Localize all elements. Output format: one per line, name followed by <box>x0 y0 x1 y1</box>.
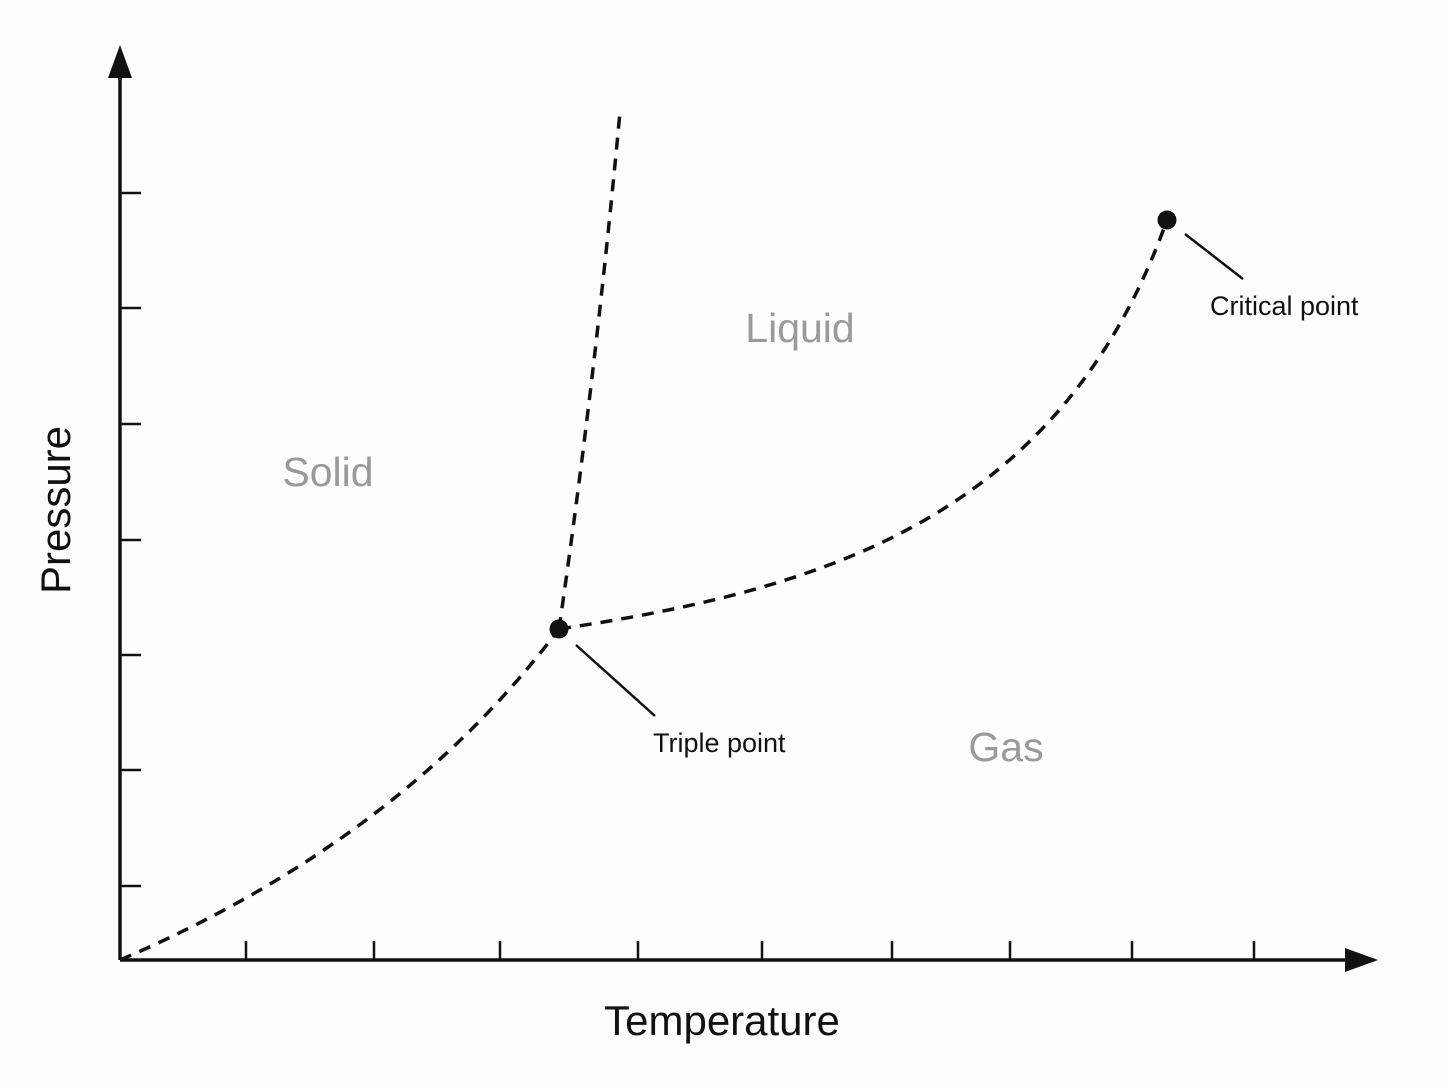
x-axis-title: Temperature <box>604 997 840 1044</box>
region-label: Gas <box>968 724 1043 770</box>
critical-point-leader <box>1184 233 1244 280</box>
region-label: Liquid <box>745 305 854 351</box>
vaporization-curve <box>558 219 1169 631</box>
melting-curve <box>557 111 622 630</box>
region-label: Solid <box>282 449 373 495</box>
triple-point-marker <box>549 619 569 639</box>
critical-point-marker <box>1157 210 1177 230</box>
sublimation-curve <box>119 627 561 962</box>
y-axis-title: Pressure <box>32 426 79 594</box>
triple-point-leader <box>575 644 656 717</box>
y-axis-arrow <box>108 45 132 78</box>
x-axis-arrow <box>1345 948 1378 972</box>
y-ticks <box>120 191 141 888</box>
annotation: Critical point <box>1210 291 1359 321</box>
x-ticks <box>244 941 1256 960</box>
annotation: Triple point <box>653 728 786 758</box>
